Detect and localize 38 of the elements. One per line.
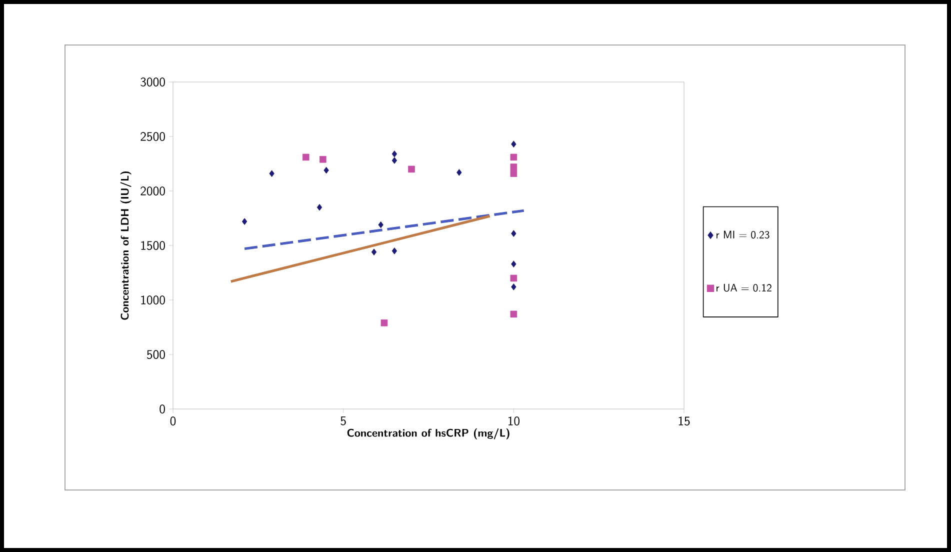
y-tick-label: 1000 bbox=[141, 295, 165, 304]
point bbox=[392, 157, 398, 164]
x-axis-title: Concentration of hsCRP (mg/L) bbox=[347, 428, 510, 440]
point bbox=[511, 230, 516, 237]
point bbox=[242, 218, 248, 225]
point bbox=[392, 150, 398, 158]
y-tick-label: 2000 bbox=[140, 186, 165, 196]
point bbox=[510, 274, 518, 282]
point bbox=[392, 248, 398, 254]
y-tick-label: 0 bbox=[160, 404, 165, 414]
x-tick-label: 0 bbox=[170, 416, 176, 426]
point bbox=[320, 156, 326, 163]
point bbox=[408, 166, 415, 173]
point bbox=[456, 169, 462, 176]
point bbox=[371, 248, 377, 256]
point bbox=[510, 154, 518, 161]
point bbox=[378, 221, 384, 228]
x-tick-label: 15 bbox=[678, 416, 690, 426]
point bbox=[511, 260, 516, 268]
point bbox=[324, 166, 329, 174]
point bbox=[269, 170, 274, 177]
point bbox=[511, 140, 516, 148]
x-tick-label: 10 bbox=[508, 416, 520, 426]
point bbox=[511, 284, 516, 290]
legend-label: r UA = 0.12 bbox=[716, 284, 772, 292]
point bbox=[510, 310, 518, 318]
y-axis-title: Concentration of LDH (IU/L) bbox=[120, 171, 132, 320]
point bbox=[380, 319, 388, 326]
y-tick-label: 1500 bbox=[141, 240, 165, 250]
y-tick-label: 500 bbox=[146, 350, 165, 359]
x-tick-label: 5 bbox=[340, 416, 346, 426]
point bbox=[510, 164, 518, 170]
point bbox=[302, 154, 310, 161]
legend-label: r MI = 0.23 bbox=[716, 230, 770, 239]
point bbox=[316, 204, 322, 211]
y-tick-label: 3000 bbox=[140, 77, 165, 86]
y-tick-label: 2500 bbox=[140, 132, 165, 141]
point bbox=[510, 170, 518, 177]
